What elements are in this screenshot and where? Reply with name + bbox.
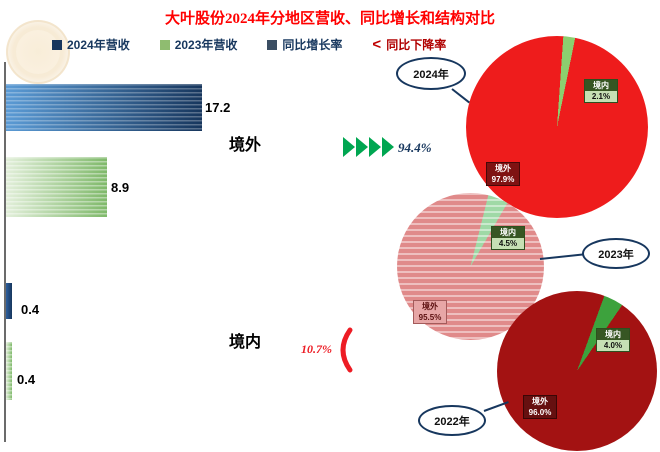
pie-2024-overseas-tag: 境外 97.9%: [486, 162, 520, 186]
legend-label: 2023年营收: [174, 38, 238, 52]
legend-item-growth-rate: 同比增长率: [267, 36, 342, 53]
arrow-right-icon: [369, 137, 381, 157]
pie-2023-domestic-tag: 境内 4.5%: [491, 226, 525, 250]
pie-2022: [497, 291, 657, 451]
bar-2023-domestic: [6, 342, 12, 400]
callout-connector-line: [539, 253, 584, 260]
category-label-overseas: 境外: [229, 137, 262, 154]
y-axis-line: [4, 62, 6, 442]
category-label-domestic: 境内: [229, 334, 262, 351]
legend-item-2023-revenue: 2023年营收: [159, 36, 238, 53]
pie-2024: [466, 36, 648, 218]
pie-2024-year-callout: 2024年: [396, 57, 466, 90]
arrow-right-icon: [382, 137, 394, 157]
overseas-growth-rate: 94.4%: [398, 140, 432, 155]
legend-item-decline-rate: < 同比下降率: [372, 36, 446, 53]
legend: 2024年营收 2023年营收 同比增长率 < 同比下降率: [52, 36, 446, 53]
callout-connector-line: [451, 88, 470, 104]
legend-marker-growth-icon: [267, 39, 278, 50]
growth-arrows: [343, 137, 395, 157]
legend-marker-2024-icon: [52, 39, 62, 50]
bar-2023-overseas: [6, 157, 108, 217]
decline-bracket-icon: [340, 327, 353, 373]
watermark-logo: [6, 20, 70, 84]
legend-marker-decline-icon: <: [372, 35, 382, 53]
arrow-right-icon: [356, 137, 368, 157]
pie-2024-domestic-tag: 境内 2.1%: [584, 79, 618, 103]
legend-label: 2024年营收: [67, 38, 130, 52]
pie-2023-overseas-tag: 境外 95.5%: [413, 300, 447, 324]
pie-2022-overseas-tag: 境外 96.0%: [523, 395, 557, 419]
bar-value-label: 8.9: [111, 180, 130, 195]
legend-item-2024-revenue: 2024年营收: [52, 36, 130, 53]
bar-value-label: 0.4: [17, 372, 36, 387]
pie-2022-domestic-tag: 境内 4.0%: [596, 328, 630, 352]
chart-title: 大叶股份2024年分地区营收、同比增长和结构对比: [164, 11, 495, 27]
arrow-right-icon: [343, 137, 355, 157]
bar-value-label: 0.4: [21, 302, 40, 317]
bar-2024-domestic: [6, 283, 12, 319]
legend-label: 同比下降率: [386, 38, 447, 52]
domestic-decline-rate: 10.7%: [301, 342, 332, 356]
pie-2023-year-callout: 2023年: [582, 238, 650, 269]
bar-value-label: 17.2: [205, 100, 231, 115]
bar-2024-overseas: [6, 84, 202, 131]
pie-2022-year-callout: 2022年: [418, 405, 486, 436]
legend-label: 同比增长率: [282, 38, 343, 52]
legend-marker-2023-icon: [159, 39, 170, 50]
